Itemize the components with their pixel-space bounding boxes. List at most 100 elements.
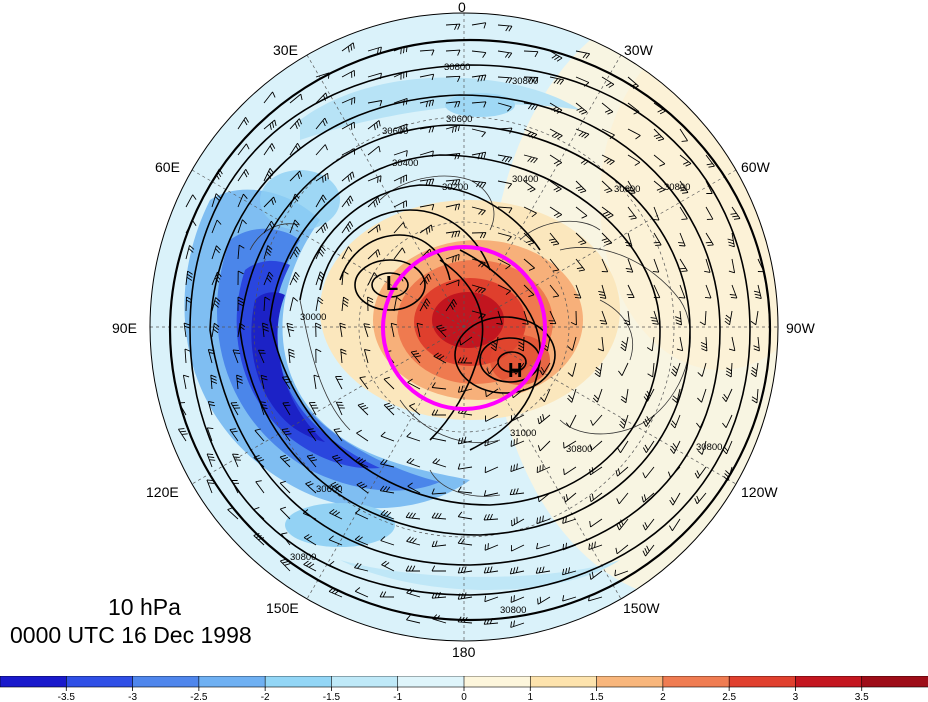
wind-barb <box>419 73 435 81</box>
wind-barb <box>562 595 577 602</box>
wind-barb <box>419 273 432 286</box>
wind-barb <box>669 492 681 506</box>
wind-barb <box>563 492 577 503</box>
wind-barb <box>728 258 736 274</box>
wind-barb <box>445 203 461 211</box>
wind-barb <box>670 362 681 377</box>
wind-barb <box>753 336 760 352</box>
wind-barb <box>335 376 343 390</box>
wind-barb <box>723 466 733 481</box>
wind-barb <box>575 128 590 139</box>
wind-barb <box>642 544 655 557</box>
colorbar-box <box>529 676 598 688</box>
wind-barb <box>694 492 707 505</box>
wind-barb <box>237 270 244 286</box>
wind-barb <box>367 175 382 183</box>
wind-barb <box>367 120 381 131</box>
wind-barb <box>704 284 712 299</box>
wind-barb <box>653 284 661 299</box>
wind-barb <box>599 310 608 325</box>
wind-barb <box>653 128 665 142</box>
wind-barb <box>315 348 322 364</box>
wind-barb <box>497 50 513 59</box>
wind-barb <box>262 322 269 338</box>
lon-label-120w: 120W <box>741 484 778 500</box>
wind-barb <box>341 96 356 105</box>
wind-barb <box>575 180 587 194</box>
wind-barb <box>670 414 681 429</box>
wind-barb <box>705 206 714 220</box>
wind-barb <box>178 402 187 416</box>
longitude-labels: 0 30W 60W 90W 120W 150W 180 150E 120E 90… <box>112 0 816 660</box>
wind-barb <box>185 220 197 234</box>
wind-barb <box>497 258 511 270</box>
colorbar-tick-label: 1.5 <box>590 692 604 702</box>
wind-barb <box>535 566 551 574</box>
lon-label-0: 0 <box>458 0 466 15</box>
colorbar-tick-label: -3 <box>128 692 137 702</box>
wind-barb <box>232 453 241 468</box>
wind-barb <box>705 154 715 168</box>
wind-barb <box>263 196 277 208</box>
colorbar-box <box>65 676 134 688</box>
wind-barb <box>279 558 291 572</box>
wind-barb <box>523 284 535 298</box>
wind-barb <box>565 414 577 428</box>
contour-label: 30600 <box>316 484 342 495</box>
wind-barb <box>675 310 682 326</box>
wind-barb <box>562 567 577 576</box>
colorbar-tick-label: -1 <box>393 692 402 702</box>
wind-barb <box>523 232 535 246</box>
wind-barb <box>406 588 421 598</box>
wind-barb <box>642 466 655 479</box>
wind-barb <box>431 565 446 572</box>
wind-barb <box>406 457 421 468</box>
colorbar-tick-label: -3.5 <box>58 692 76 702</box>
wind-barb <box>588 594 603 602</box>
wind-barb <box>211 168 223 182</box>
wind-barb <box>307 428 317 442</box>
wind-barb <box>432 458 447 468</box>
wind-barb <box>549 102 563 114</box>
wind-barb <box>431 488 447 495</box>
wind-barb <box>627 206 637 220</box>
wind-barb <box>704 258 711 273</box>
wind-barb <box>253 506 265 520</box>
wind-barb <box>381 560 395 572</box>
wind-barb <box>653 232 662 246</box>
wind-barb <box>623 310 631 326</box>
wind-barb <box>589 518 603 528</box>
wind-barb <box>419 224 433 235</box>
wind-barb <box>183 322 191 338</box>
wind-barb <box>536 464 551 474</box>
wind-barb <box>589 466 603 476</box>
wind-barb <box>642 440 655 453</box>
wind-barb <box>601 102 614 115</box>
wind-barb <box>315 296 324 312</box>
wind-barb <box>589 570 603 580</box>
colorbar-box <box>0 676 68 688</box>
wind-barb <box>601 154 615 166</box>
wind-barb <box>570 310 577 326</box>
wind-barb <box>589 440 603 451</box>
wind-barb <box>355 509 369 520</box>
wind-barb <box>589 492 603 503</box>
wind-barb <box>393 70 408 80</box>
wind-barb <box>431 433 447 442</box>
wind-barb <box>393 200 407 208</box>
wind-barb <box>445 299 457 312</box>
contour-label: 30600 <box>614 184 640 195</box>
wind-barb <box>393 247 406 260</box>
wind-barb <box>305 481 317 494</box>
wind-barb <box>523 76 539 83</box>
wind-barb <box>315 194 327 208</box>
wind-barb <box>210 374 218 390</box>
wind-barb <box>341 171 355 182</box>
wind-barb <box>339 322 347 338</box>
wind-barb <box>341 270 349 286</box>
wind-barb <box>540 388 551 403</box>
wind-barb <box>315 245 326 260</box>
anomaly-field <box>150 13 778 641</box>
colorbar-box <box>397 676 465 688</box>
wind-barb <box>549 128 563 140</box>
